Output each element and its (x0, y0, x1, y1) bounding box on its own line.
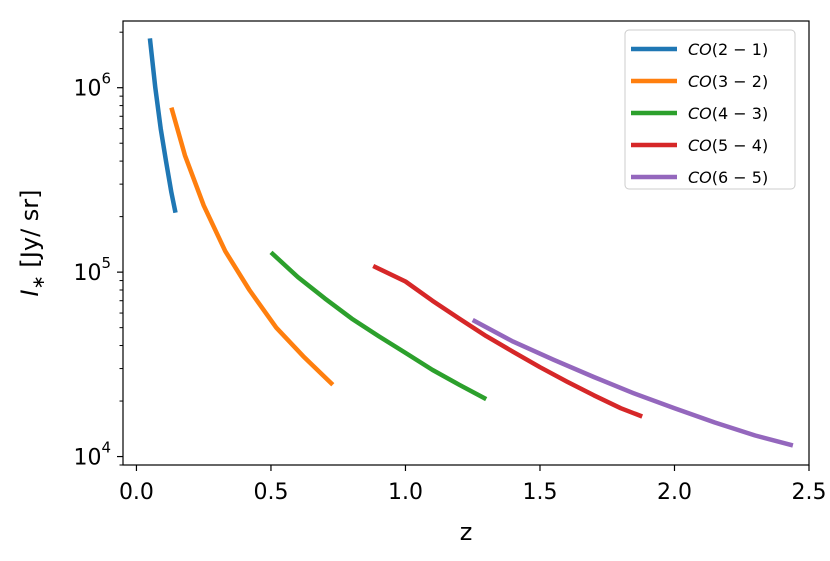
plot-frame (122, 20, 810, 466)
legend-label-4: CO(5 − 4) (688, 136, 768, 155)
y-tick-label-0: 104 (73, 439, 111, 471)
y-tick-label-2: 106 (73, 70, 111, 102)
series-line-5 (471, 318, 794, 448)
y-tick-label-1: 105 (73, 254, 111, 286)
legend-label-3: CO(4 − 3) (688, 104, 768, 123)
y-axis-label-subscript: ∗ (29, 275, 49, 289)
x-axis-label: z (460, 518, 473, 546)
x-tick-label-0: 0.0 (119, 480, 154, 505)
legend: CO(2 − 1) CO(3 − 2) CO(4 − 3) CO(5 − 4) CO(6… (624, 29, 796, 190)
legend-label-1: CO(2 − 1) (688, 40, 768, 59)
y-axis-label-main: I (16, 289, 44, 296)
legend-label-2: CO(3 − 2) (688, 72, 768, 91)
x-tick-label-5: 2.5 (792, 480, 827, 505)
series-line-4 (372, 263, 644, 419)
series-line-2 (169, 106, 335, 387)
y-axis-ticks: 104 105 106 (73, 31, 123, 471)
x-tick-label-1: 0.5 (253, 480, 288, 505)
y-axis-label-unit: [Jy/ sr] (16, 189, 44, 275)
legend-box (624, 29, 796, 190)
x-tick-label-4: 2.0 (657, 480, 692, 505)
x-tick-label-3: 1.5 (522, 480, 557, 505)
legend-label-5: CO(6 − 5) (688, 168, 768, 187)
y-axis-label: I∗ [Jy/ sr] (16, 189, 49, 296)
series-line-3 (269, 250, 488, 402)
series-layer (147, 38, 794, 448)
series-line-1 (147, 38, 178, 214)
x-tick-label-2: 1.0 (388, 480, 423, 505)
x-axis-ticks: 0.0 0.5 1.0 1.5 2.0 2.5 (119, 465, 827, 505)
